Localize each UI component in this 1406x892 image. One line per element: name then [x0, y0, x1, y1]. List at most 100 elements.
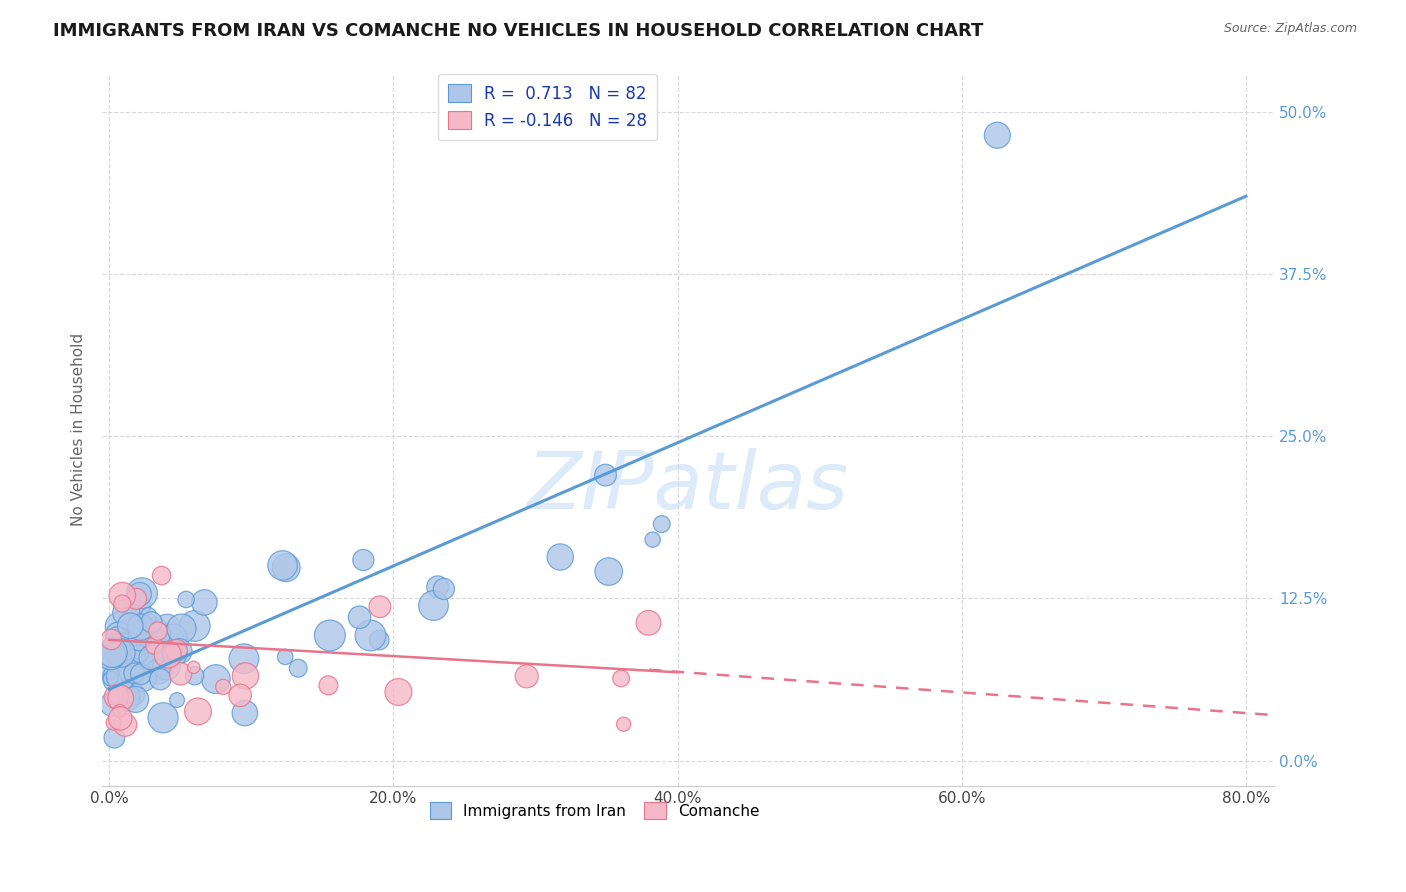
Point [107, 628, 129, 642]
Point [124, 647, 146, 661]
Y-axis label: No Vehicles in Household: No Vehicles in Household [72, 334, 86, 526]
Text: Source: ZipAtlas.com: Source: ZipAtlas.com [1223, 22, 1357, 36]
Point [156, 648, 179, 662]
Point [132, 672, 155, 686]
Point [276, 560, 298, 574]
Point [148, 665, 170, 679]
Point [274, 649, 297, 664]
Point [165, 643, 187, 657]
Point [183, 660, 205, 674]
Point [637, 615, 659, 630]
Point [111, 640, 134, 655]
Point [146, 624, 169, 639]
Point [110, 676, 132, 690]
Point [271, 558, 294, 573]
Point [548, 549, 571, 564]
Point [149, 672, 172, 686]
Point [125, 599, 148, 614]
Point [100, 648, 122, 662]
Point [124, 692, 146, 706]
Point [229, 689, 252, 703]
Point [105, 690, 128, 704]
Point [122, 687, 145, 701]
Point [108, 711, 131, 725]
Point [155, 658, 177, 673]
Point [120, 644, 142, 658]
Point [100, 672, 122, 686]
Point [128, 587, 150, 601]
Point [183, 619, 205, 633]
Point [143, 639, 166, 653]
Point [318, 678, 340, 692]
Point [159, 648, 181, 663]
Point [641, 533, 664, 547]
Point [150, 568, 173, 582]
Point [233, 651, 256, 665]
Point [595, 468, 617, 483]
Point [204, 672, 226, 686]
Point [150, 627, 173, 641]
Point [433, 582, 456, 596]
Point [134, 623, 156, 637]
Point [101, 697, 124, 711]
Point [651, 517, 673, 532]
Point [193, 595, 215, 609]
Point [110, 646, 132, 660]
Point [163, 630, 186, 644]
Point [118, 629, 141, 643]
Point [110, 620, 132, 634]
Point [368, 633, 391, 648]
Point [183, 669, 205, 683]
Point [111, 597, 134, 611]
Point [141, 615, 163, 630]
Point [187, 705, 209, 719]
Point [127, 631, 149, 645]
Point [121, 638, 143, 652]
Point [360, 628, 382, 642]
Point [138, 608, 160, 623]
Point [174, 592, 197, 607]
Point [128, 647, 150, 661]
Point [125, 591, 148, 606]
Text: IMMIGRANTS FROM IRAN VS COMANCHE NO VEHICLES IN HOUSEHOLD CORRELATION CHART: IMMIGRANTS FROM IRAN VS COMANCHE NO VEHI… [53, 22, 984, 40]
Point [387, 685, 409, 699]
Point [212, 680, 235, 694]
Point [110, 691, 132, 706]
Point [319, 628, 342, 642]
Point [100, 659, 122, 673]
Point [233, 706, 256, 720]
Point [170, 622, 193, 636]
Point [129, 620, 152, 634]
Point [426, 580, 449, 594]
Point [352, 553, 374, 567]
Point [141, 650, 163, 665]
Point [349, 610, 371, 624]
Point [131, 586, 153, 600]
Point [156, 621, 179, 635]
Point [101, 647, 124, 661]
Point [422, 599, 444, 613]
Point [598, 565, 620, 579]
Point [143, 624, 166, 638]
Point [115, 606, 138, 620]
Point [115, 663, 138, 677]
Point [516, 669, 538, 683]
Point [129, 667, 152, 681]
Point [108, 704, 131, 718]
Point [114, 718, 136, 732]
Point [122, 666, 145, 681]
Point [107, 671, 129, 685]
Point [120, 618, 142, 632]
Point [122, 630, 145, 644]
Legend: Immigrants from Iran, Comanche: Immigrants from Iran, Comanche [423, 797, 766, 825]
Point [235, 669, 257, 683]
Point [111, 589, 134, 603]
Point [128, 632, 150, 647]
Point [110, 669, 132, 683]
Point [986, 128, 1008, 143]
Point [122, 638, 145, 652]
Point [103, 731, 125, 745]
Point [169, 644, 191, 658]
Point [107, 632, 129, 646]
Point [152, 711, 174, 725]
